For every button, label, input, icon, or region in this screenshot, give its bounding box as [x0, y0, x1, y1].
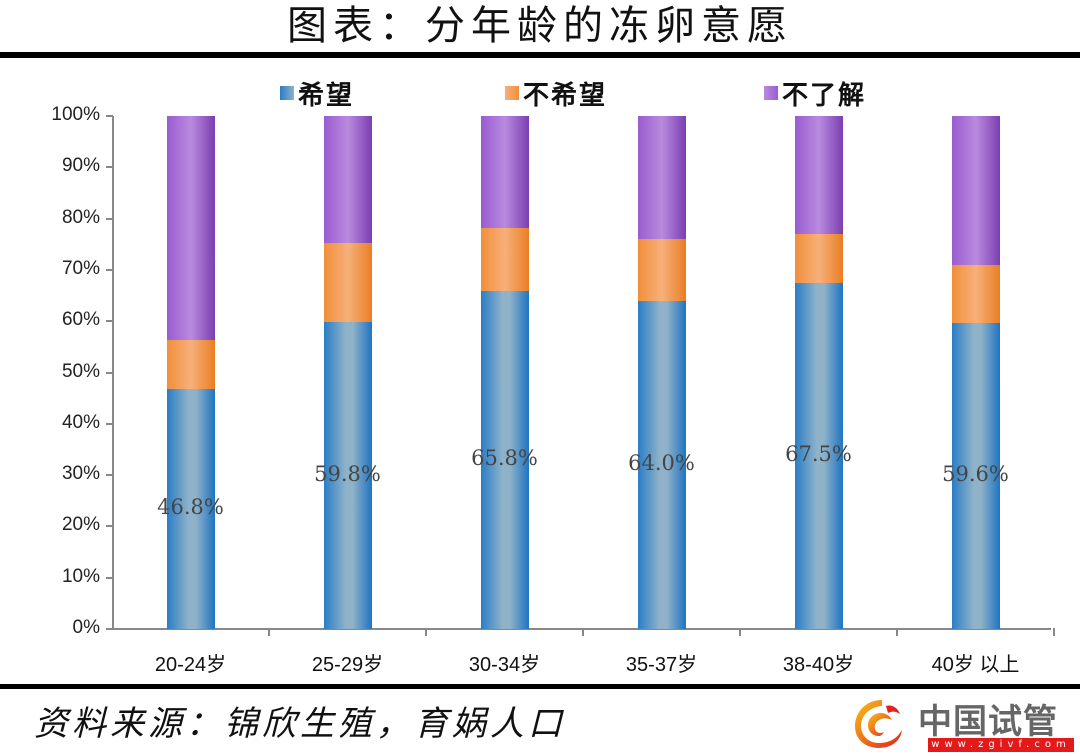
phoenix-logo-icon: [855, 700, 902, 748]
x-tick-label: 35-37岁: [625, 654, 698, 676]
bar-segment-blue: [166, 388, 215, 629]
y-tick: [106, 525, 113, 528]
legend-item-unknown: 不了解: [764, 76, 866, 111]
legend-swatch-orange-icon: [505, 86, 519, 100]
x-tick: [425, 628, 427, 636]
y-tick-label: 0%: [72, 617, 100, 638]
x-tick: [739, 628, 741, 636]
watermark-url: www.zgivf.com: [928, 738, 1074, 752]
y-tick-label: 50%: [61, 360, 100, 382]
watermark-logo: 中国试管 www.zgivf.com: [852, 694, 1078, 754]
x-tick: [896, 628, 898, 636]
data-label: 65.8%: [471, 446, 538, 471]
y-tick-label: 10%: [61, 565, 100, 587]
stacked-bar: [637, 116, 686, 629]
bar-segment-purple: [166, 116, 215, 341]
data-label: 46.8%: [157, 494, 224, 519]
x-tick-label: 38-40岁: [782, 654, 855, 676]
y-tick-label: 100%: [51, 104, 100, 125]
bar-segment-purple: [637, 116, 686, 240]
x-tick: [268, 628, 270, 636]
stacked-bar: [951, 116, 1000, 629]
bar-segment-orange: [480, 228, 529, 292]
bar-segment-orange: [794, 233, 843, 283]
stacked-bar: [166, 116, 215, 629]
y-tick: [106, 628, 113, 630]
bar-segment-blue: [637, 300, 686, 629]
y-tick: [106, 115, 113, 117]
x-tick-label: 25-29岁: [311, 654, 384, 676]
x-tick: [1053, 628, 1055, 636]
data-label: 59.8%: [314, 461, 381, 486]
y-tick: [106, 576, 113, 579]
y-tick: [106, 166, 113, 169]
bar-segment-orange: [166, 340, 215, 389]
data-label: 59.6%: [942, 462, 1009, 487]
chart-title: 图表：分年龄的冻卵意愿: [287, 3, 793, 49]
y-tick: [106, 474, 113, 477]
y-tick: [106, 320, 113, 323]
bar-segment-blue: [951, 323, 1000, 629]
bar-segment-blue: [794, 282, 843, 629]
y-tick: [106, 268, 113, 271]
bar-segment-orange: [323, 243, 372, 323]
bar-segment-purple: [951, 116, 1000, 266]
watermark-name: 中国试管: [918, 702, 1058, 742]
y-tick: [106, 422, 113, 425]
bottom-divider: [0, 684, 1080, 689]
data-label: 67.5%: [785, 441, 852, 466]
x-tick: [582, 628, 584, 636]
y-tick: [106, 217, 113, 220]
legend-item-want: 希望: [280, 76, 354, 111]
legend-item-not-want: 不希望: [505, 76, 607, 111]
y-tick-label: 40%: [61, 411, 100, 433]
y-axis: [112, 116, 114, 630]
x-axis: [106, 628, 1051, 630]
bar-segment-purple: [323, 116, 372, 244]
stacked-bar: [323, 116, 372, 629]
stacked-bar: [794, 116, 843, 629]
bar-segment-blue: [323, 322, 372, 629]
bar-segment-blue: [480, 291, 529, 629]
data-label: 64.0%: [628, 450, 695, 475]
y-tick-label: 80%: [61, 206, 100, 228]
stacked-bar: [480, 116, 529, 629]
source-note: 资料来源：锦欣生殖，育娲人口: [34, 704, 566, 744]
y-tick-label: 90%: [61, 155, 100, 177]
x-tick-label: 30-34岁: [468, 654, 541, 676]
legend-swatch-purple-icon: [764, 86, 778, 100]
top-divider: [0, 52, 1080, 58]
y-tick-label: 20%: [61, 514, 100, 536]
y-tick-label: 60%: [61, 309, 100, 331]
x-tick-label: 40岁 以上: [931, 654, 1020, 676]
bar-segment-orange: [637, 239, 686, 301]
bar-segment-orange: [951, 265, 1000, 324]
legend-swatch-blue-icon: [280, 86, 294, 100]
bar-segment-purple: [480, 116, 529, 229]
x-tick-label: 20-24岁: [154, 654, 227, 676]
y-tick: [106, 371, 113, 374]
y-tick-label: 70%: [61, 257, 100, 279]
y-tick-label: 30%: [61, 463, 100, 485]
bar-segment-purple: [794, 116, 843, 234]
